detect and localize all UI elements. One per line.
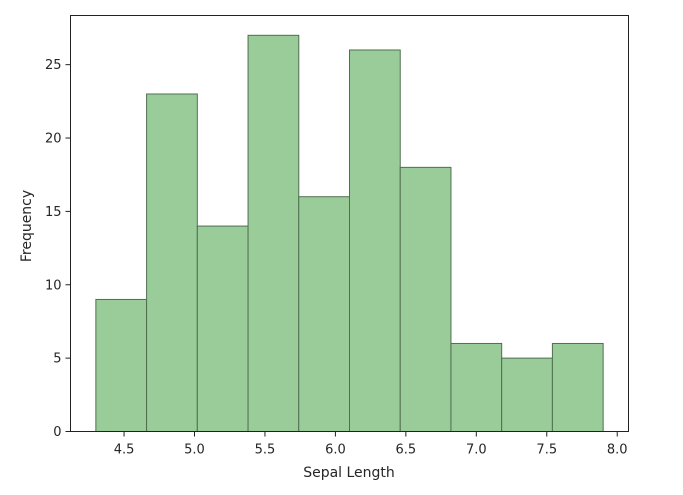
x-tick-label-0: 4.5	[114, 443, 135, 458]
x-tick-label-5: 7.0	[466, 443, 487, 458]
x-tick-label-3: 6.0	[325, 443, 346, 458]
y-tick-label-0: 0	[53, 425, 61, 440]
histogram-bar-9	[551, 342, 604, 432]
plot-frame	[70, 15, 629, 432]
x-axis-ticks: 4.5 5.0 5.5 6.0 6.5 7.0 7.5 8.0	[114, 431, 628, 458]
x-tick-label-1: 5.0	[184, 443, 205, 458]
histogram-bar-5	[349, 49, 401, 432]
histogram-bar-3	[247, 34, 300, 433]
x-tick-label-4: 6.5	[396, 443, 417, 458]
y-tick-label-3: 15	[45, 205, 62, 220]
histogram-bar-2	[196, 225, 249, 432]
y-axis-ticks: 0 5 10 15 20 25	[45, 58, 71, 440]
y-tick-label-4: 20	[45, 132, 62, 147]
histogram-bar-4	[298, 196, 350, 432]
y-tick-label-2: 10	[45, 278, 62, 293]
histogram-bar-8	[501, 357, 553, 433]
bars-group	[95, 34, 604, 433]
y-tick-label-5: 25	[45, 58, 62, 73]
x-tick-label-2: 5.5	[255, 443, 276, 458]
y-tick-label-1: 5	[53, 352, 61, 367]
x-axis-label: Sepal Length	[303, 465, 395, 481]
x-tick-label-6: 7.5	[536, 443, 557, 458]
histogram-bar-6	[399, 166, 452, 432]
histogram-bar-1	[146, 93, 198, 432]
y-axis-label: Frequency	[19, 190, 35, 262]
histogram-bar-7	[450, 342, 503, 432]
histogram-bar-0	[95, 298, 148, 432]
x-tick-label-7: 8.0	[607, 443, 628, 458]
